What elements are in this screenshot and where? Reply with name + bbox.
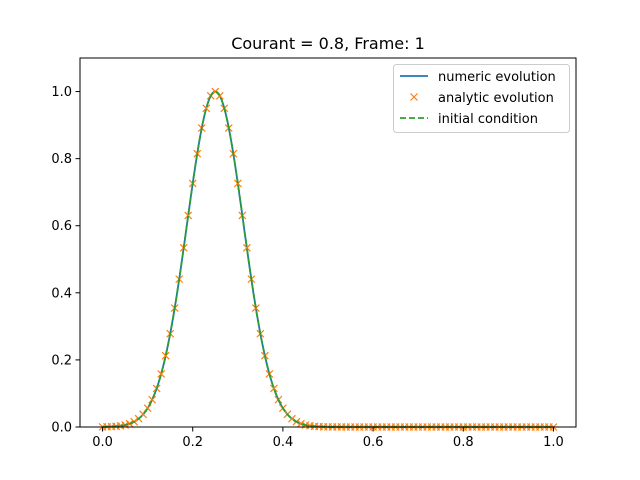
analytic-point: [269, 384, 278, 393]
legend-label-numeric: numeric evolution: [438, 70, 556, 85]
x-tick-label: 0.8: [453, 435, 474, 450]
x-tick-label: 0.6: [363, 435, 384, 450]
analytic-point: [297, 419, 305, 428]
x-tick-label: 1.0: [543, 435, 564, 450]
analytic-point: [161, 351, 170, 360]
y-tick-label: 0.0: [51, 421, 72, 436]
x-tick-label: 0.4: [273, 435, 294, 450]
legend-label-analytic: analytic evolution: [438, 91, 554, 106]
x-tick-label: 0.2: [182, 435, 203, 450]
analytic-point: [148, 395, 157, 404]
x-tick-label: 0.0: [92, 435, 113, 450]
analytic-point: [242, 243, 251, 252]
legend: numeric evolution analytic evolution ini…: [393, 64, 570, 133]
legend-label-initial: initial condition: [438, 112, 538, 127]
analytic-point: [233, 179, 242, 188]
y-tick-label: 0.2: [51, 353, 72, 368]
y-tick-label: 0.8: [51, 152, 72, 167]
legend-box: [393, 64, 570, 133]
chart-title: Courant = 0.8, Frame: 1: [231, 34, 425, 53]
axes-frame: [79, 57, 577, 428]
analytic-point: [157, 369, 166, 378]
legend-x-marker: [410, 93, 418, 101]
series-initial-condition: [102, 90, 554, 428]
y-tick-label: 0.4: [51, 286, 72, 301]
legend-handle-analytic: [410, 93, 418, 101]
analytic-point: [184, 211, 193, 220]
y-tick-label: 1.0: [51, 85, 72, 100]
y-tick-label: 0.6: [51, 219, 72, 234]
analytic-point: [202, 104, 211, 113]
axes: 0.0 0.2 0.4 0.6 0.8 1.0 0.0 0.2 0.4 0.6 0.8 1.0: [51, 57, 577, 450]
